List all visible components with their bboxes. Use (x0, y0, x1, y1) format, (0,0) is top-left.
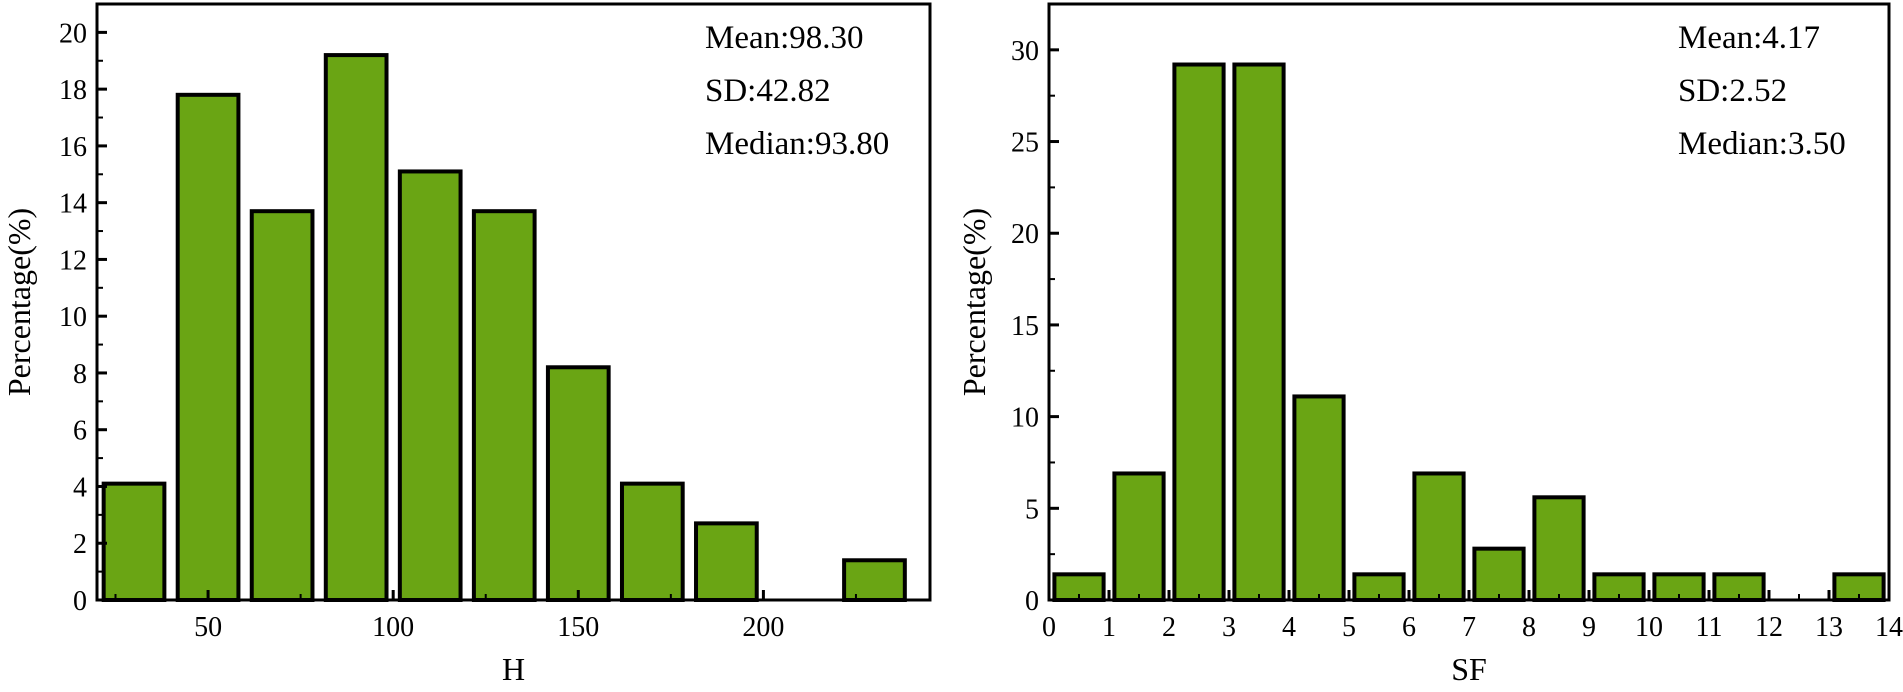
x-axis-label: SF (1451, 651, 1487, 687)
histogram-bar (101, 481, 167, 602)
histogram-bar (842, 558, 907, 602)
histogram-bar (694, 521, 759, 602)
stats-annotation: Median:3.50 (1678, 126, 1846, 162)
y-tick-label: 10 (59, 302, 87, 333)
histogram-bar (471, 209, 537, 603)
histogram-bar (1112, 471, 1166, 603)
y-tick-label: 14 (59, 189, 87, 220)
histogram-bar (1232, 62, 1286, 603)
histogram-bar (545, 365, 611, 602)
x-tick-label: 5 (1342, 612, 1356, 643)
y-tick-label: 30 (1011, 36, 1039, 67)
x-tick-label: 10 (1635, 612, 1663, 643)
x-tick-label: 1 (1102, 612, 1116, 643)
x-tick-label: 50 (194, 612, 222, 643)
stats-annotation: Mean:4.17 (1678, 20, 1820, 56)
y-tick-label: 6 (73, 416, 87, 447)
x-tick-label: 7 (1462, 612, 1476, 643)
histogram-bar (175, 92, 241, 602)
x-tick-label: 3 (1222, 612, 1236, 643)
histogram-bar (1652, 572, 1706, 603)
x-tick-label: 13 (1815, 612, 1843, 643)
x-tick-label: 0 (1042, 612, 1056, 643)
x-axis-label: H (502, 651, 525, 687)
histogram-bar (323, 53, 389, 603)
histogram-bar (397, 169, 463, 602)
stats-annotation: Median:93.80 (705, 126, 889, 162)
histogram-bar (1292, 394, 1346, 603)
x-tick-label: 9 (1582, 612, 1596, 643)
histogram-bar (1472, 546, 1526, 602)
histogram-bar (249, 209, 315, 603)
stats-annotation: SD:2.52 (1678, 73, 1787, 109)
stats-annotation: Mean:98.30 (705, 20, 864, 56)
x-tick-label: 8 (1522, 612, 1536, 643)
chart-panel-1: 0 2 4 6 8 10 12 14 16 18 20 50 100 150 200 H Percentage(… (1, 2, 932, 687)
y-axis-label: Percentage(%) (956, 208, 992, 396)
y-tick-label: 15 (1011, 311, 1039, 342)
x-tick-label: 150 (557, 612, 599, 643)
x-tick-label: 200 (742, 612, 784, 643)
y-tick-label: 0 (1025, 586, 1039, 617)
y-tick-label: 20 (59, 18, 87, 49)
y-tick-label: 8 (73, 359, 87, 390)
y-tick-label: 20 (1011, 219, 1039, 250)
y-tick-label: 0 (73, 586, 87, 617)
x-tick-label: 12 (1755, 612, 1783, 643)
histogram-bar (1172, 62, 1226, 603)
y-tick-label: 4 (73, 472, 87, 503)
x-tick-label: 4 (1282, 612, 1296, 643)
y-tick-label: 18 (59, 75, 87, 106)
y-tick-label: 10 (1011, 403, 1039, 434)
y-tick-label: 2 (73, 529, 87, 560)
x-tick-label: 6 (1402, 612, 1416, 643)
x-tick-label: 2 (1162, 612, 1176, 643)
plot-frame (95, 2, 932, 602)
y-tick-label: 12 (59, 245, 87, 276)
x-tick-label: 14 (1875, 612, 1903, 643)
x-tick-label: 11 (1696, 612, 1723, 643)
y-tick-label: 5 (1025, 494, 1039, 525)
histogram-bar (1412, 471, 1466, 603)
y-tick-label: 16 (59, 132, 87, 163)
histogram-bar (1532, 495, 1586, 603)
histogram-bar (619, 481, 685, 602)
stats-annotation: SD:42.82 (705, 73, 831, 109)
y-tick-label: 25 (1011, 128, 1039, 159)
y-axis-label: Percentage(%) (1, 208, 37, 396)
x-tick-label: 100 (372, 612, 414, 643)
